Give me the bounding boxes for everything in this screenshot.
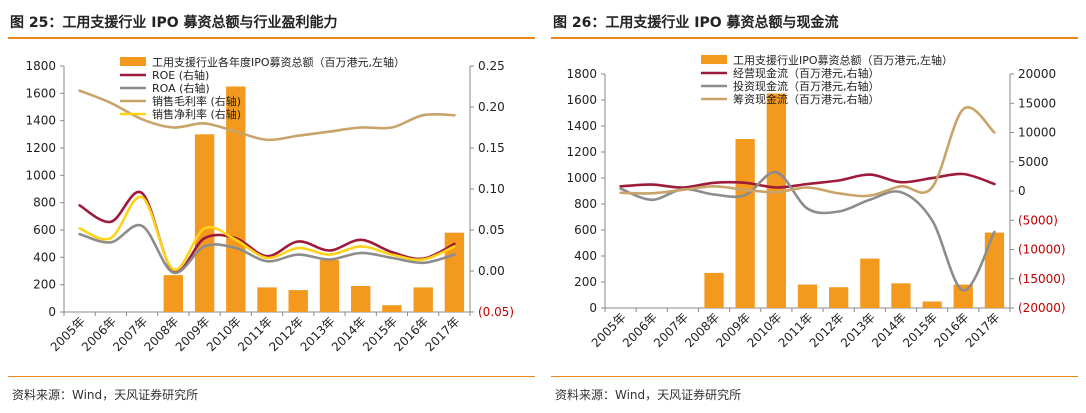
left-tick-label: 800 xyxy=(33,196,56,210)
right-tick-label: 0.05 xyxy=(478,223,505,237)
legend-label-2: 筹资现金流（百万港元,右轴） xyxy=(733,92,880,106)
right-tick-label: 20000 xyxy=(1018,67,1056,81)
bar-2012年 xyxy=(829,287,849,308)
legend-swatch-bar xyxy=(120,57,146,66)
chart-panel-26: 图 26：工用支援行业 IPO 募资总额与现金流 0 200 400 600 800 10… xyxy=(543,0,1086,413)
legend-label-1: 投资现金流（百万港元,右轴） xyxy=(733,79,880,93)
bar-2008年 xyxy=(704,272,724,308)
series-line-0 xyxy=(78,190,456,274)
left-tick-label: 600 xyxy=(574,223,597,237)
right-tick-label: 10000 xyxy=(1018,126,1056,140)
bar-2010年 xyxy=(766,93,786,308)
bar-2009年 xyxy=(194,134,215,312)
footer-rule xyxy=(8,376,535,377)
chart-ipo-profitability: 0 200 400 600 800 1000 1200 1400 1600 1800 (0.05) 0… xyxy=(25,55,514,354)
chart-ipo-cashflow: 0 200 400 600 800 1000 1200 1400 1600 1800 (20000)… xyxy=(566,53,1066,350)
chart-title: 图 26：工用支援行业 IPO 募资总额与现金流 xyxy=(553,15,839,31)
left-tick-label: 1400 xyxy=(566,119,597,133)
source-note: 资料来源：Wind，天风证券研究所 xyxy=(555,388,742,402)
right-tick-label: 0.00 xyxy=(478,264,505,278)
series-line-3 xyxy=(78,195,456,271)
bar-2010年 xyxy=(226,86,246,312)
right-tick-label: (0.05) xyxy=(478,305,514,319)
bar-2008年 xyxy=(163,275,183,312)
right-tick-label: (5000) xyxy=(1018,213,1058,227)
left-tick-label: 1800 xyxy=(566,67,597,81)
left-tick-label: 0 xyxy=(589,301,597,315)
legend-label-2: 销售毛利率 (右轴) xyxy=(152,94,241,108)
right-tick-label: 0 xyxy=(1018,184,1026,198)
chart-panel-25: 图 25：工用支援行业 IPO 募资总额与行业盈利能力 0 200 400 600 80… xyxy=(8,15,535,402)
bar-2012年 xyxy=(288,290,308,312)
left-tick-label: 200 xyxy=(574,275,597,289)
title-rule xyxy=(8,37,535,39)
bar-2013年 xyxy=(860,258,880,308)
bar-2017年 xyxy=(444,232,465,312)
legend-label-bar: 工用支援行业IPO募资总额（百万港元,左轴） xyxy=(733,53,953,67)
series-line-1 xyxy=(78,223,456,274)
right-tick-label: 0.20 xyxy=(478,100,505,114)
right-tick-label: 0.25 xyxy=(478,59,505,73)
left-tick-label: 1200 xyxy=(25,141,56,155)
bar-2017年 xyxy=(984,232,1005,308)
right-tick-label: 0.10 xyxy=(478,182,505,196)
bar-2011年 xyxy=(797,284,818,308)
x-tick-label: 2017年 xyxy=(423,314,463,354)
series-line-2 xyxy=(78,89,456,142)
legend-label-0: ROE (右轴) xyxy=(152,68,209,82)
left-tick-label: 0 xyxy=(48,305,56,319)
bar-2016年 xyxy=(953,284,973,308)
right-tick-label: 15000 xyxy=(1018,96,1056,110)
bar-2015年 xyxy=(922,301,942,308)
bar-2013年 xyxy=(319,260,340,312)
left-tick-label: 600 xyxy=(33,223,56,237)
left-tick-label: 1000 xyxy=(566,171,597,185)
left-tick-label: 1000 xyxy=(25,168,56,182)
title-rule xyxy=(551,37,1078,39)
source-note: 资料来源：Wind，天风证券研究所 xyxy=(12,388,199,402)
series-line-2 xyxy=(619,106,996,198)
legend-label-0: 经营现金流（百万港元,右轴） xyxy=(733,66,880,80)
bar-2014年 xyxy=(351,286,371,312)
right-tick-label: (15000) xyxy=(1018,272,1066,286)
legend-label-3: 销售净利率 (右轴) xyxy=(152,107,241,121)
footer-rule xyxy=(551,376,1078,377)
left-tick-label: 1800 xyxy=(25,59,56,73)
bar-2011年 xyxy=(257,287,277,312)
left-tick-label: 1600 xyxy=(566,93,597,107)
left-tick-label: 400 xyxy=(574,249,597,263)
right-tick-label: 0.15 xyxy=(478,141,505,155)
legend-label-bar: 工用支援行业各年度IPO募资总额（百万港元,左轴） xyxy=(152,55,405,69)
bar-2009年 xyxy=(735,139,755,308)
x-tick-label: 2017年 xyxy=(963,310,1003,350)
left-tick-label: 800 xyxy=(574,197,597,211)
right-tick-label: (20000) xyxy=(1018,301,1066,315)
left-tick-label: 1200 xyxy=(566,145,597,159)
bar-2016年 xyxy=(413,287,433,312)
legend-swatch-bar xyxy=(701,55,727,64)
left-tick-label: 400 xyxy=(33,250,56,264)
bar-2014年 xyxy=(891,283,911,308)
bar-2015年 xyxy=(382,305,402,312)
left-tick-label: 1400 xyxy=(25,114,56,128)
right-tick-label: (10000) xyxy=(1018,243,1066,257)
left-tick-label: 1600 xyxy=(25,86,56,100)
chart-title: 图 25：工用支援行业 IPO 募资总额与行业盈利能力 xyxy=(10,15,338,31)
right-tick-label: 5000 xyxy=(1018,155,1049,169)
legend-label-1: ROA (右轴) xyxy=(152,81,210,95)
series-line-0 xyxy=(619,172,996,189)
left-tick-label: 200 xyxy=(33,278,56,292)
